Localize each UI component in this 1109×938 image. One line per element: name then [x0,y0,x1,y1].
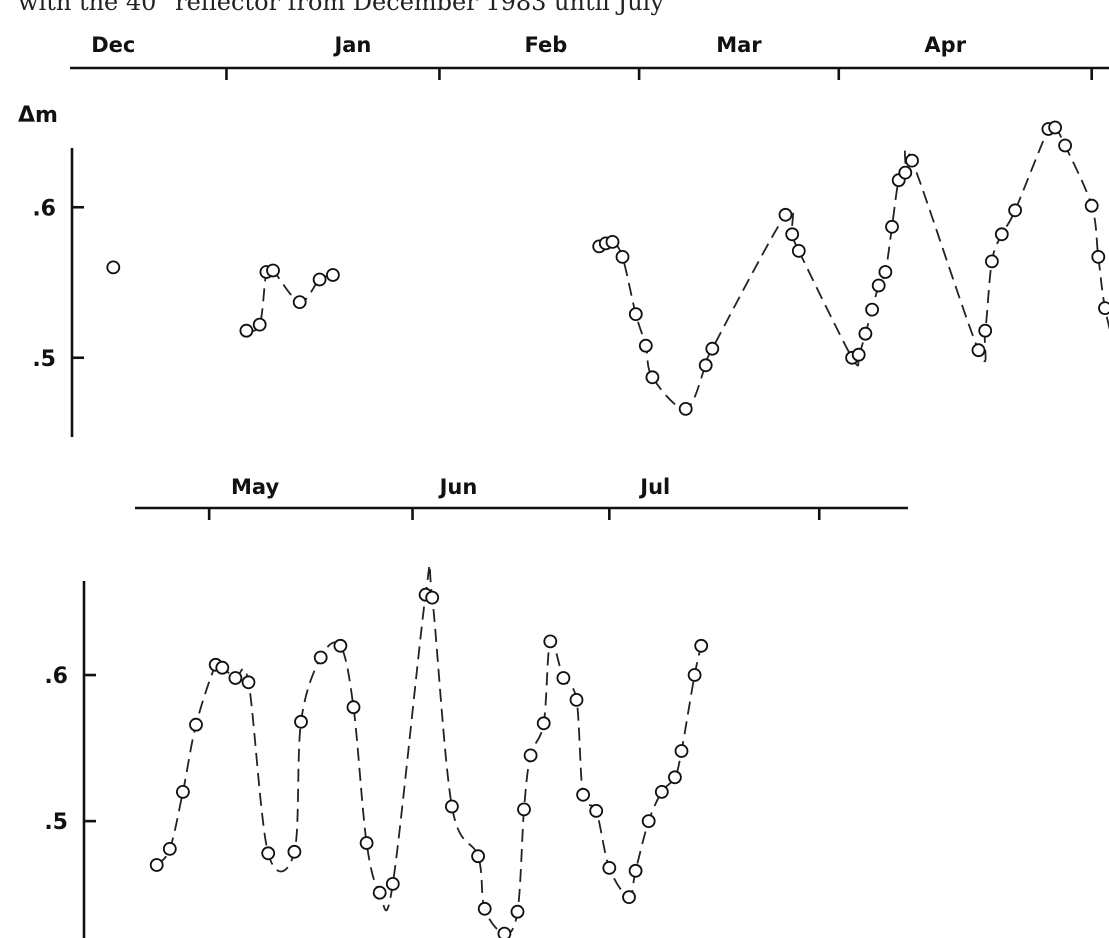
observation-point [654,785,669,799]
month-label-may: May [231,475,279,499]
observation-point [523,748,538,763]
observation-point [898,165,913,180]
observation-point [687,668,702,682]
observation-point [266,263,280,278]
observation-point [106,260,121,275]
observation-point [292,295,307,310]
y-tick-label: .5 [44,810,68,835]
y-tick-label: .6 [44,664,68,689]
observation-point [359,836,374,850]
observation-point [228,671,243,685]
month-label-mar: Mar [716,33,762,57]
month-label-dec: Dec [91,33,135,57]
observation-point [878,265,893,279]
observation-point [313,650,328,665]
fitted-curve [598,120,1109,410]
observation-point [556,671,571,685]
y-axis-title: Δm [18,103,58,128]
panel-top: Dec Jan Feb Mar Apr .6 .5 Δm [18,33,1109,437]
observation-point [778,207,793,222]
observation-point [678,401,693,416]
observation-point [510,904,525,919]
observation-point [162,842,177,856]
month-label-feb: Feb [525,33,568,57]
observation-point [905,153,919,168]
y-tick-label: .5 [32,347,56,372]
observation-point [615,249,630,264]
observation-point [871,278,886,293]
observation-point [385,877,400,891]
observation-point [425,590,440,605]
observation-point [698,358,713,373]
observation-point [971,343,986,358]
observation-point [189,717,203,732]
fitted-curve [156,564,703,935]
observation-point [1058,138,1072,153]
observation-point [576,787,590,802]
observation-point [628,307,643,322]
observation-point [287,844,302,859]
observation-point [471,849,486,864]
observation-point [312,272,327,287]
observation-point [865,302,879,317]
observation-point [215,660,230,675]
observation-point [261,846,276,861]
observation-point [885,219,899,234]
observation-point [1098,301,1109,315]
observation-point [543,634,558,649]
observation-point [785,227,800,242]
observation-point [536,716,551,731]
observation-point [1091,249,1106,264]
observation-point [638,338,653,353]
observation-point [252,317,267,332]
observation-point [641,814,656,828]
observation-point [705,341,720,356]
observation-point [1008,203,1022,218]
observation-point [372,885,387,900]
observation-point [858,326,873,341]
observation-point [294,714,308,729]
month-label-apr: Apr [924,33,966,57]
observation-point [589,804,604,818]
observation-point [239,323,254,338]
observation-point [985,254,999,269]
observation-point [497,926,512,938]
observation-point [346,700,361,715]
observation-point [241,675,256,690]
observation-point [628,863,643,878]
observation-point [517,802,531,817]
observation-point [994,227,1009,242]
observation-point [605,234,620,249]
observation-point [674,744,689,758]
month-label-jan: Jan [332,33,371,57]
observation-point [325,268,340,282]
observation-point [668,770,682,785]
observation-point [333,638,348,653]
observation-point [694,638,709,653]
observation-point [645,370,660,385]
month-label-jul: Jul [638,475,670,499]
observation-point [149,858,164,872]
observation-point [1084,198,1099,213]
observation-point [791,243,806,258]
observation-point [851,347,866,362]
figure-caption-fragment: with the 40" reflector from December 198… [18,0,664,16]
observation-point [175,785,190,799]
panel-bottom: May Jun Jul .6 .5 [44,475,908,938]
observation-point [569,693,584,707]
observation-point [602,861,617,875]
observation-point [444,799,459,814]
observation-point [477,901,492,916]
y-tick-label: .6 [32,196,56,221]
observation-point [622,890,636,904]
month-label-jun: Jun [438,475,478,499]
observation-point [978,323,993,338]
observation-point [1048,120,1062,135]
